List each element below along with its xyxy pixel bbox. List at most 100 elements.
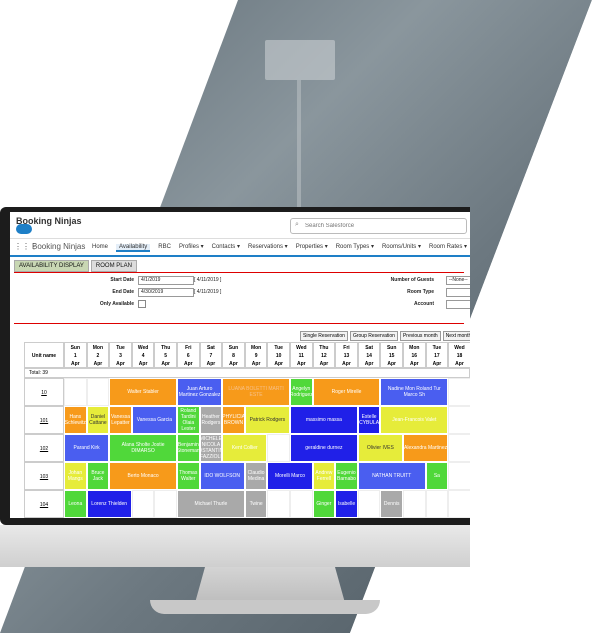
booking-block[interactable]: Twine [244,490,268,518]
unit-link[interactable]: 103 [39,474,49,480]
nav-item-contacts[interactable]: Contacts ▾ [211,244,240,250]
booking-block[interactable]: Nadine Mon Roland Tur Marco Sh [380,378,449,406]
booking-block[interactable]: Heather Rodgers [199,406,223,434]
booking-block[interactable]: PHYLICIA BROWN [222,406,245,434]
empty-cell[interactable] [448,434,470,462]
booking-block[interactable]: massimo massa [290,406,358,434]
nav-item-room-types[interactable]: Room Types ▾ [335,244,374,250]
nav-item-reservations[interactable]: Reservations ▾ [247,244,288,250]
nav-item-home[interactable]: Home [92,244,109,250]
global-search[interactable]: ⌕ [290,218,467,234]
booking-block[interactable]: Dennis [380,490,403,518]
booking-block[interactable]: Andrew Ferrell [312,462,336,490]
booking-block[interactable]: Thomas Walter [177,462,200,490]
booking-block[interactable]: Parand Kirk [64,434,110,462]
booking-block[interactable]: Roger Mirelle [312,378,381,406]
guests-select[interactable]: --None-- [446,276,470,285]
nav-item-rbc[interactable]: RBC [158,244,171,250]
booking-block[interactable]: Claudio Medina [244,462,268,490]
booking-block[interactable]: Bruce Jack [86,462,110,490]
nav-item-availability[interactable]: Availability [116,244,151,252]
next-month-button[interactable]: Next month [442,331,470,341]
empty-cell[interactable] [403,490,426,518]
empty-cell[interactable] [267,434,290,462]
booking-block[interactable]: MICHELE NICOLA COSTANTINO FAZZIOLI [199,434,223,462]
booking-block[interactable]: Daniel Cattane [86,406,110,434]
empty-cell[interactable] [267,490,290,518]
search-input[interactable] [305,219,455,232]
booking-block[interactable]: geraldine durnez [290,434,358,462]
empty-cell[interactable] [448,378,470,406]
guests-label: Number of Guests [390,277,434,283]
booking-block[interactable]: Jean-Francois Valet [380,406,449,434]
empty-cell[interactable] [86,378,110,406]
booking-block[interactable]: Johan Mangs [64,462,87,490]
tab-availability-display[interactable]: AVAILABILITY DISPLAY [14,260,89,272]
unit-link[interactable]: 102 [39,446,49,452]
group-reservation-button[interactable]: Group Reservation [349,331,398,341]
end-date-today-link[interactable]: [ 4/11/2019 ] [194,289,222,295]
day-header: Thu 12 Apr [312,342,336,368]
start-date-today-link[interactable]: [ 4/11/2019 ] [194,277,222,283]
unit-link[interactable]: 101 [39,418,49,424]
previous-month-button[interactable]: Previous month [399,331,441,341]
app-launcher-icon[interactable]: ⋮⋮⋮ [14,242,38,251]
booking-block[interactable]: Estelle CYBULA [357,406,381,434]
booking-block[interactable]: Michael Thurle [177,490,245,518]
booking-block[interactable]: Benjamin Stoneman [177,434,200,462]
booking-block[interactable]: LUANA BOLETTI MARTI ESTE [222,378,290,406]
start-date-input[interactable]: 4/1/2019 [138,276,194,285]
nav-item-profiles[interactable]: Profiles ▾ [178,244,204,250]
day-header: Sat 14 Apr [357,342,381,368]
day-header: Wed 4 Apr [131,342,155,368]
search-icon: ⌕ [295,221,299,228]
page-tabs: AVAILABILITY DISPLAY ROOM PLAN [14,260,139,272]
booking-block[interactable]: Leona [64,490,87,518]
booking-block[interactable]: NATHAN TRUITT [357,462,426,490]
booking-block[interactable]: Alexandra Martinez [403,434,449,462]
booking-block[interactable]: Berto Monaco [109,462,177,490]
end-date-input[interactable]: 4/30/2019 [138,288,194,297]
booking-block[interactable]: Olivier IVES [357,434,403,462]
empty-cell[interactable] [357,490,381,518]
nav-items: Home Availability RBC Profiles ▾ Contacts ▾ R… [92,243,470,252]
empty-cell[interactable] [425,490,449,518]
booking-block[interactable]: IDO WOLFSON [199,462,245,490]
booking-block[interactable]: Juan Arturo Martinez Gonzalez [177,378,223,406]
unit-link[interactable]: 10 [41,390,47,396]
only-available-checkbox[interactable] [138,300,146,308]
booking-block[interactable]: Alana Sholte Jostie DIMARSO [109,434,177,462]
nav-item-room-rates[interactable]: Room Rates ▾ [429,244,468,250]
empty-cell[interactable] [448,406,470,434]
booking-block[interactable]: Sa [425,462,449,490]
booking-block[interactable]: Roland Tardini Olaia Lester [177,406,200,434]
day-header: Tue 17 Apr [425,342,449,368]
booking-block[interactable]: Lorenz Thielden [86,490,132,518]
account-input[interactable] [446,300,470,309]
empty-cell[interactable] [448,462,470,490]
booking-block[interactable]: Hans Schlewitz [64,406,87,434]
booking-block[interactable]: Isabelle [335,490,358,518]
empty-cell[interactable] [131,490,155,518]
nav-item-rooms-units[interactable]: Rooms/Units ▾ [381,244,421,250]
empty-cell[interactable] [448,490,470,518]
empty-cell[interactable] [154,490,177,518]
booking-block[interactable]: Eugenio Barnabo [335,462,358,490]
booking-block[interactable]: Vanessa Lepatter [109,406,132,434]
unit-link[interactable]: 104 [39,502,49,508]
nav-item-properties[interactable]: Properties ▾ [295,244,328,250]
booking-block[interactable]: Patrick Rodgers [244,406,290,434]
booking-block[interactable]: Kent Collier [222,434,268,462]
app-name: Booking Ninjas [32,242,86,251]
booking-block[interactable]: Morelli Marco [267,462,313,490]
booking-block[interactable]: Vanessa Garcia [131,406,177,434]
booking-block[interactable]: Angelyn Rodriguez [290,378,313,406]
booking-block[interactable]: Ginger [312,490,336,518]
empty-cell[interactable] [64,378,87,406]
booking-block[interactable]: Walter Stabler [109,378,177,406]
day-header: Tue 10 Apr [267,342,290,368]
room-type-select[interactable] [446,288,470,297]
tab-room-plan[interactable]: ROOM PLAN [90,260,137,272]
single-reservation-button[interactable]: Single Reservation [300,331,348,341]
empty-cell[interactable] [290,490,313,518]
